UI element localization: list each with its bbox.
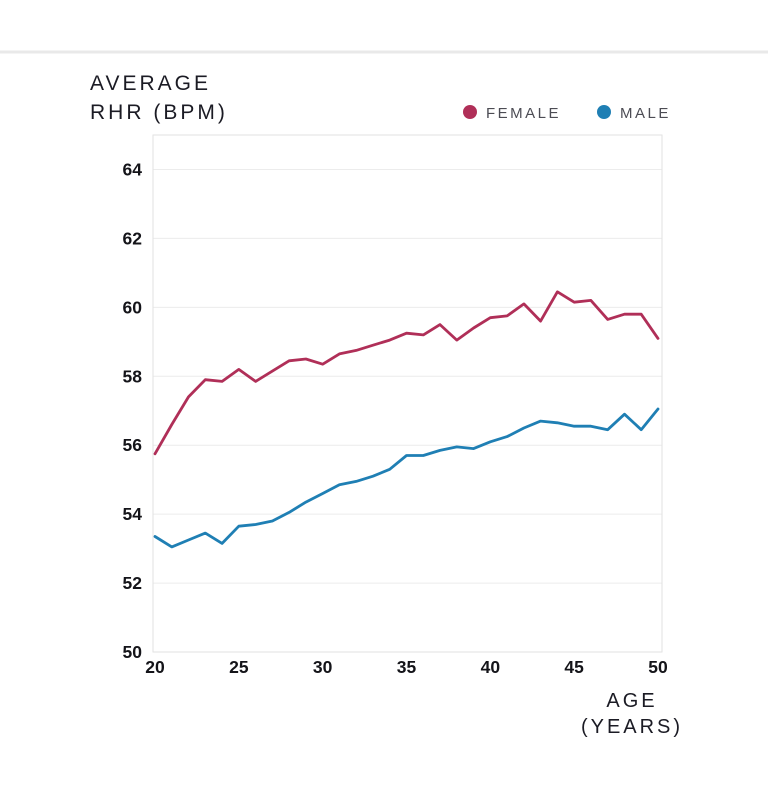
y-tick-label: 54: [123, 504, 143, 524]
y-tick-label: 52: [123, 573, 143, 593]
legend: FEMALE MALE: [463, 105, 671, 122]
x-tick-label: 45: [564, 657, 584, 677]
y-axis-tick-labels: 50 52 54 56 58 60 62 64: [123, 159, 143, 662]
y-tick-label: 64: [123, 159, 143, 179]
x-tick-label: 25: [229, 657, 249, 677]
male-line: [153, 407, 660, 549]
y-tick-label: 58: [123, 366, 143, 386]
gridlines: [153, 168, 662, 653]
legend-dot-male: [597, 105, 611, 119]
x-tick-label: 30: [313, 657, 333, 677]
y-tick-label: 50: [123, 642, 143, 662]
x-axis-tick-labels: 20 25 30 35 40 45 50: [145, 657, 668, 677]
legend-label-male: MALE: [620, 105, 671, 122]
x-tick-label: 40: [481, 657, 501, 677]
chart-title-line1: AVERAGE: [90, 72, 211, 95]
legend-item-female: FEMALE: [463, 105, 561, 122]
legend-item-male: MALE: [597, 105, 671, 122]
x-axis-label-line2: (YEARS): [581, 716, 683, 738]
legend-label-female: FEMALE: [486, 105, 561, 122]
legend-dot-female: [463, 105, 477, 119]
x-axis-label-line1: AGE: [606, 690, 657, 712]
female-line: [153, 290, 660, 456]
x-tick-label: 20: [145, 657, 165, 677]
data-series: [153, 290, 660, 549]
x-tick-label: 50: [648, 657, 668, 677]
plot-area-border: [152, 134, 663, 653]
y-tick-label: 56: [123, 435, 143, 455]
y-tick-label: 62: [123, 228, 143, 248]
y-tick-label: 60: [123, 297, 143, 317]
chart-title-line2: RHR (BPM): [90, 101, 228, 124]
x-tick-label: 35: [397, 657, 417, 677]
